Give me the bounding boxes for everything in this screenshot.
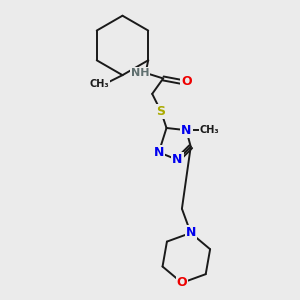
Text: NH: NH xyxy=(131,68,149,78)
Text: S: S xyxy=(157,105,166,118)
Text: CH₃: CH₃ xyxy=(89,79,109,89)
Text: CH₃: CH₃ xyxy=(200,125,219,135)
Text: O: O xyxy=(181,75,192,88)
Text: N: N xyxy=(154,146,164,159)
Text: N: N xyxy=(172,153,183,167)
Text: O: O xyxy=(177,276,187,289)
Text: N: N xyxy=(185,226,196,239)
Text: N: N xyxy=(181,124,191,137)
